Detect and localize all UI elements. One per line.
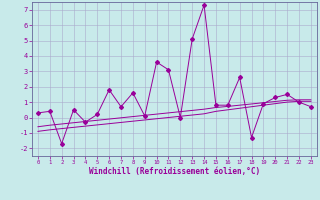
X-axis label: Windchill (Refroidissement éolien,°C): Windchill (Refroidissement éolien,°C)	[89, 167, 260, 176]
